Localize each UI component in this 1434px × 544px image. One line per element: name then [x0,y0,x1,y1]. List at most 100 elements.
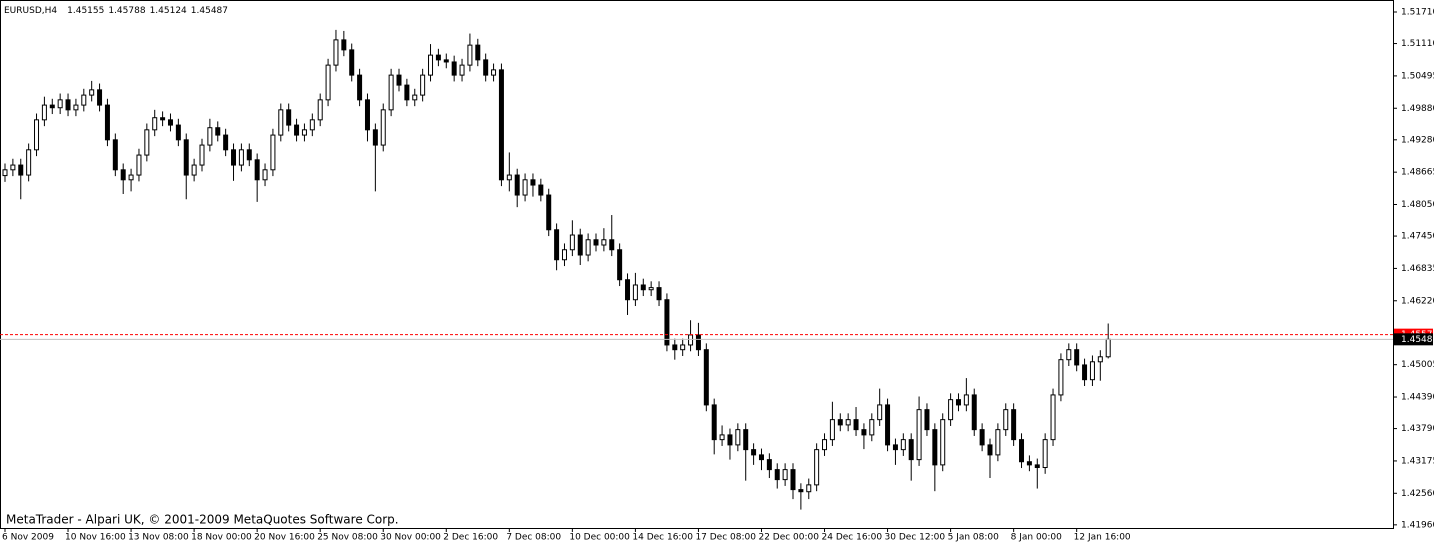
y-tick-label: 1.49280 [1401,135,1434,145]
candle-body [766,459,772,471]
candle-body [719,434,725,441]
y-tick-label: 1.43790 [1401,424,1434,434]
y-tick-label: 1.47450 [1401,232,1434,242]
candle-body [191,164,197,176]
candle-body [916,409,922,461]
candle-body [112,139,118,171]
candle-body [491,69,497,76]
candle-body [49,104,55,109]
candle-body [798,489,804,493]
symbol-title: EURUSD,H4 [4,6,57,16]
candle-body [451,61,457,76]
candle-body [703,349,709,406]
candle-body [294,124,300,136]
candle-body [837,419,843,426]
candle-body [152,117,158,131]
candle-body [333,39,339,66]
y-tick-label: 1.46220 [1401,296,1434,306]
candle-body [396,74,402,86]
candle-body [885,404,891,446]
candle-body [136,154,142,176]
header-price: 1.45124 [150,6,187,16]
candle-body [207,127,213,146]
candle-body [483,59,489,76]
candle-body [1019,439,1025,463]
candle-body [995,429,1001,456]
candle-body [601,239,607,246]
candle-body [530,179,536,186]
candle-body [585,239,591,256]
candle-body [869,419,875,436]
candle-body [1058,359,1064,396]
candle-body [861,429,867,436]
y-tick-label: 1.48050 [1401,200,1434,210]
candle-body [309,119,315,131]
candle-body [104,104,110,141]
candle-body [877,404,883,421]
header-price: 1.45487 [191,6,228,16]
candle-body [814,449,820,486]
x-tick-label: 22 Dec 00:00 [758,533,819,543]
y-tick-label: 1.48665 [1401,168,1434,178]
candle-body [372,129,378,146]
x-tick-label: 8 Jan 00:00 [1011,533,1063,543]
candle-body [908,439,914,461]
candle-body [412,94,418,101]
y-tick-label: 1.51710 [1401,7,1434,17]
candle-body [41,104,47,121]
y-tick-label: 1.45005 [1401,360,1434,370]
candle-body [569,234,575,251]
candle-body [617,249,623,281]
candle-body [656,287,662,301]
candle-body [34,119,40,151]
candle-body [459,64,465,76]
candle-body [443,59,449,63]
candle-body [640,284,646,291]
candle-body [435,54,441,61]
candle-body [1074,349,1080,366]
candle-body [688,334,694,346]
candle-body [963,394,969,406]
candle-body [175,124,181,141]
y-tick-label: 1.43175 [1401,456,1434,466]
candle-body [81,94,87,106]
candle-body [1105,338,1111,358]
candle-body [278,109,284,136]
candle-body [475,44,481,61]
candle-body [609,239,615,251]
candle-body [892,444,898,451]
candle-body [199,144,205,166]
chart-header: EURUSD,H4 1.45155 1.45788 1.45124 1.45487 [4,6,228,16]
candle-body [357,74,363,101]
y-tick-label: 1.51110 [1401,39,1434,49]
candle-body [89,89,95,96]
candle-body [404,84,410,101]
candle-body [301,129,307,136]
candle-body [554,229,560,261]
x-tick-label: 13 Nov 08:00 [128,533,189,543]
candle-body [183,139,189,176]
candle-body [420,74,426,96]
candle-body [428,54,434,76]
candle-body [26,149,32,176]
candle-body [695,334,701,351]
candle-body [1097,356,1103,363]
candle-body [948,399,954,421]
candle-body [900,439,906,451]
candle-body [806,484,812,493]
candle-body [1050,394,1056,441]
x-tick-label: 5 Jan 08:00 [948,533,1000,543]
candle-body [845,419,851,426]
candle-body [625,279,631,301]
candle-body [65,99,71,111]
candle-body [672,344,678,351]
candle-body [73,104,79,111]
copyright: MetaTrader - Alpari UK, © 2001-2009 Meta… [6,513,399,527]
candle-body [632,284,638,301]
x-tick-label: 6 Nov 2009 [2,533,54,543]
candle-body [380,109,386,146]
candle-body [577,234,583,256]
candle-body [388,74,394,111]
candle-body [2,169,8,177]
